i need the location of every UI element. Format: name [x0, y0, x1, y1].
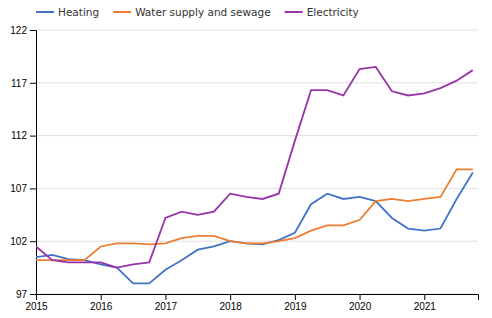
grid-line	[36, 82, 478, 83]
legend-swatch	[285, 11, 303, 13]
y-tick-label: 107	[10, 183, 27, 194]
y-tick-label: 102	[10, 236, 27, 247]
y-tick-mark	[30, 30, 36, 31]
y-tick: 122	[10, 25, 36, 36]
legend-label: Water supply and sewage	[135, 6, 270, 18]
chart-svg: 2015 2016 2017 2018 2019 2020 2021 97 102 107 112 1…	[0, 0, 492, 318]
chart-container: 2015 2016 2017 2018 2019 2020 2021 97 102 107 112 1…	[0, 0, 492, 318]
x-tick-mark	[230, 294, 231, 300]
plot-area	[36, 67, 473, 283]
legend-item: Electricity	[285, 6, 359, 18]
legend-label: Electricity	[307, 6, 359, 18]
legend-swatch	[36, 11, 54, 13]
legend-swatch	[113, 11, 131, 13]
y-tick-mark	[30, 83, 36, 84]
x-tick-label: 2019	[284, 301, 307, 312]
y-tick-label: 122	[10, 25, 27, 36]
grid-line	[36, 241, 478, 242]
x-tick-mark	[101, 294, 102, 300]
y-tick: 97	[16, 289, 36, 300]
x-tick-label: 2021	[414, 301, 437, 312]
x-tick-label: 2016	[90, 301, 113, 312]
y-tick: 112	[11, 130, 36, 141]
x-tick: 2017	[155, 294, 178, 312]
grid-line	[36, 135, 478, 136]
x-tick-mark	[360, 294, 361, 300]
y-tick-label: 97	[16, 289, 28, 300]
x-tick-label: 2015	[25, 301, 48, 312]
legend-label: Heating	[58, 6, 99, 18]
x-tick-label: 2018	[220, 301, 243, 312]
x-tick: 2019	[284, 294, 307, 312]
grid-line	[36, 188, 478, 189]
legend: Heating Water supply and sewage Electricit…	[36, 6, 359, 18]
y-tick: 117	[11, 78, 36, 89]
x-tick: 2016	[90, 294, 113, 312]
y-tick-mark	[30, 294, 36, 295]
x-tick-mark	[165, 294, 166, 300]
x-tick-mark	[424, 294, 425, 300]
y-tick-mark	[30, 241, 36, 242]
x-tick: 2015	[25, 294, 48, 312]
x-tick-label: 2017	[155, 301, 178, 312]
y-tick-label: 117	[11, 78, 27, 89]
y-tick-mark	[30, 136, 36, 137]
legend-item: Heating	[36, 6, 99, 18]
y-axis: 97 102 107 112 117 122	[10, 25, 36, 300]
x-tick: 2020	[349, 294, 372, 312]
x-axis-line	[37, 295, 479, 301]
y-axis-line	[30, 31, 37, 295]
x-tick-label: 2020	[349, 301, 372, 312]
legend-item: Water supply and sewage	[113, 6, 270, 18]
x-tick-mark	[295, 294, 296, 300]
y-tick: 107	[10, 183, 36, 194]
grid	[36, 30, 478, 294]
grid-line	[36, 30, 478, 31]
x-axis: 2015 2016 2017 2018 2019 2020 2021	[25, 294, 478, 312]
x-tick: 2018	[220, 294, 243, 312]
series-line	[36, 169, 473, 260]
x-tick: 2021	[414, 294, 437, 312]
y-tick-mark	[30, 188, 36, 189]
series-line	[36, 67, 473, 268]
y-tick: 102	[10, 236, 36, 247]
series-line	[36, 173, 473, 284]
y-tick-label: 112	[11, 130, 27, 141]
